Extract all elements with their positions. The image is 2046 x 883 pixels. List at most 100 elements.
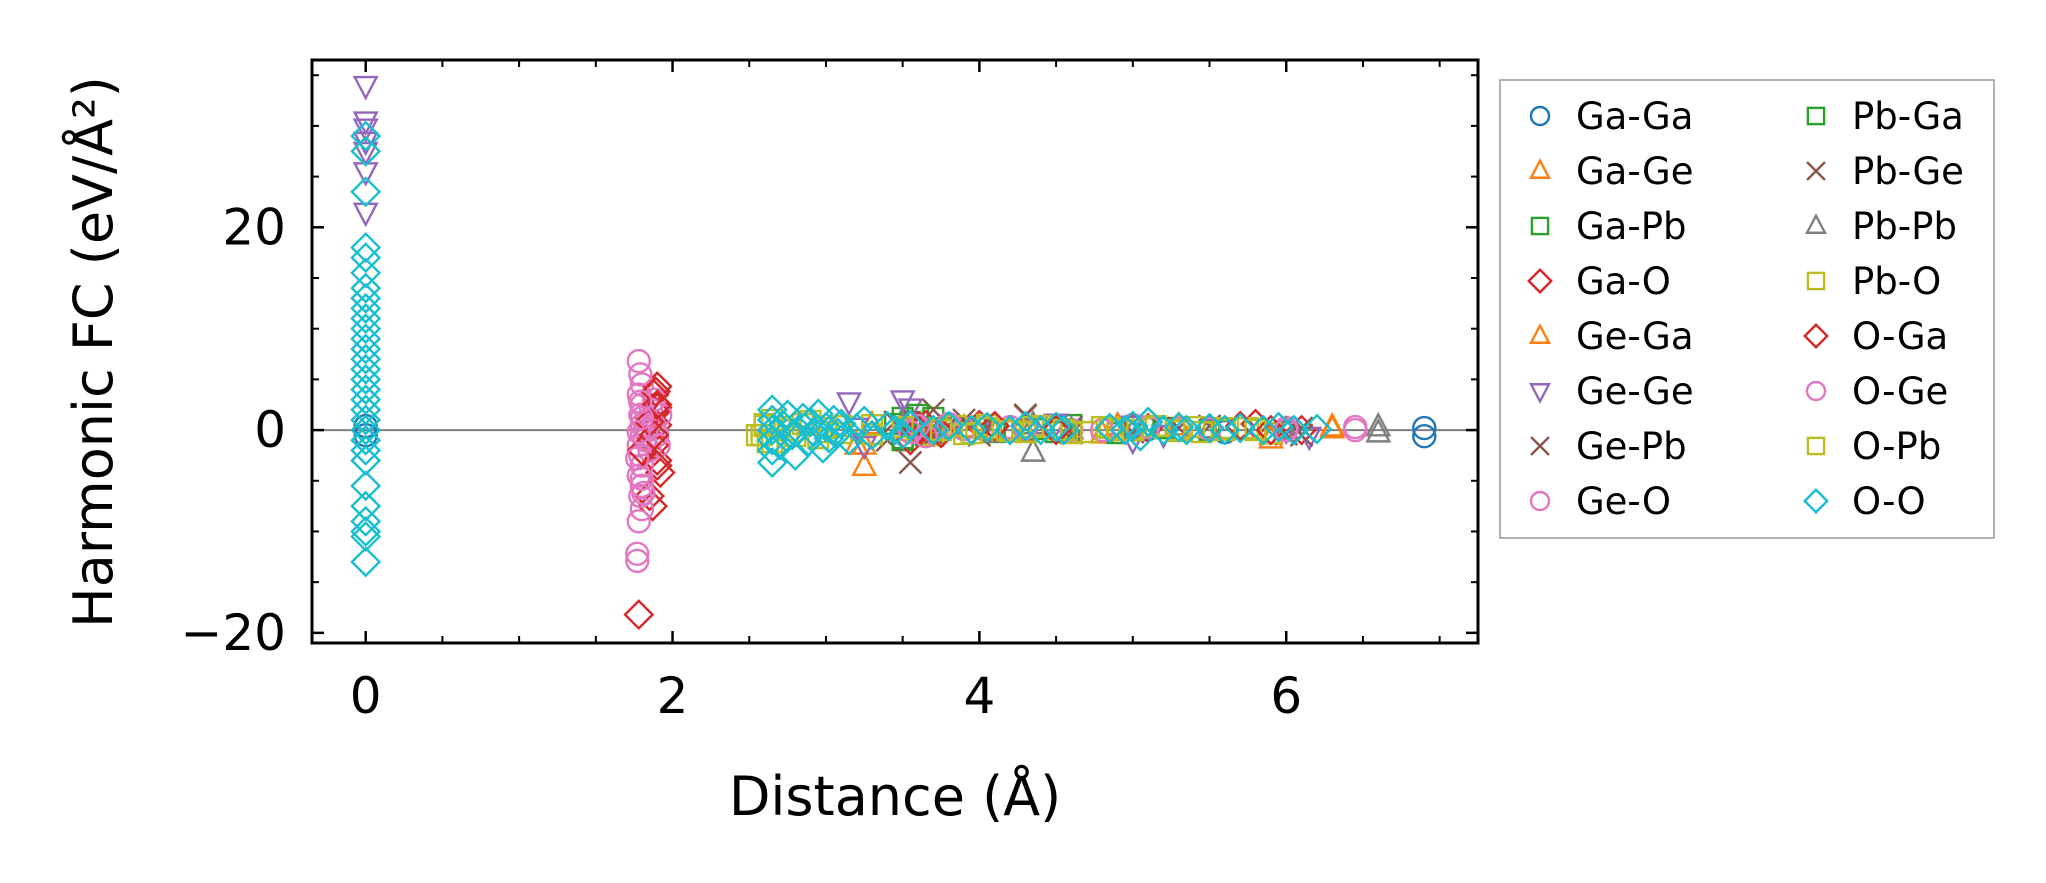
data-point (1343, 417, 1368, 443)
legend-marker (1529, 105, 1551, 127)
data-point (921, 423, 946, 447)
data-point (628, 362, 653, 387)
legend-marker (1806, 271, 1826, 291)
data-point (1365, 417, 1392, 443)
data-point (625, 541, 650, 566)
data-point (1365, 411, 1392, 437)
data-point (623, 599, 655, 631)
legend-frame (1499, 79, 1995, 539)
data-point (1244, 418, 1267, 442)
data-point (350, 343, 382, 375)
data-point (350, 120, 382, 152)
legend-label: O-O (1852, 480, 1926, 523)
data-point (631, 480, 656, 506)
data-point (1020, 437, 1047, 462)
axis-ticks: 0 2 4 6 −20 0 20 (180, 60, 1478, 725)
data-point (350, 242, 382, 274)
data-point (350, 135, 382, 167)
data-point (1255, 414, 1287, 446)
data-point (1025, 414, 1057, 446)
data-point (640, 376, 672, 407)
data-point (626, 348, 651, 374)
data-point (350, 521, 382, 552)
data-point (350, 232, 382, 264)
data-point (350, 445, 382, 476)
data-point (350, 516, 382, 547)
x-tick-label: 2 (657, 667, 689, 725)
data-point (1412, 415, 1437, 441)
data-point (628, 483, 653, 509)
data-point (745, 424, 769, 447)
data-point (350, 272, 382, 304)
data-point (637, 490, 669, 522)
data-point (998, 419, 1022, 443)
y-axis-title: Harmonic FC (eV/Å²) (61, 76, 125, 628)
data-point (350, 374, 382, 405)
data-point (1412, 423, 1437, 449)
data-point (352, 118, 379, 144)
legend-label: Pb-Ga (1852, 95, 1964, 138)
plot-frame (310, 58, 1480, 645)
data-point (1132, 406, 1164, 438)
data-point (629, 372, 655, 397)
data-point (350, 363, 382, 395)
y-tick-label: −20 (180, 604, 286, 662)
data-point (835, 392, 862, 417)
data-point (1163, 411, 1195, 443)
scatter-points (350, 75, 1437, 631)
data-point (1224, 412, 1256, 444)
legend-label: Ga-Pb (1576, 205, 1687, 248)
data-point (350, 404, 382, 436)
data-point (871, 410, 903, 442)
data-point (350, 434, 382, 466)
data-point (897, 398, 924, 423)
legend-label: Ge-Ga (1576, 315, 1694, 358)
legend-marker (1805, 213, 1827, 234)
data-point (798, 416, 830, 448)
x-axis-title: Distance (Å) (729, 764, 1061, 828)
legend-marker (1529, 323, 1551, 344)
legend-marker (1529, 383, 1551, 404)
data-point (764, 429, 796, 461)
data-point (350, 490, 382, 522)
legend-label: Ge-Ge (1576, 370, 1694, 413)
data-point (848, 405, 880, 437)
data-point (352, 111, 379, 137)
data-point (1274, 417, 1299, 443)
data-point (350, 546, 382, 578)
data-point (841, 412, 873, 444)
x-tick-label: 0 (350, 667, 382, 725)
data-point (626, 463, 651, 488)
data-point (638, 419, 670, 451)
data-point (625, 548, 650, 574)
data-point (879, 414, 911, 446)
data-point (1247, 414, 1279, 446)
legend-marker (1806, 161, 1826, 181)
legend-label: Pb-O (1852, 260, 1941, 303)
x-tick-label: 6 (1270, 667, 1302, 725)
data-point (1171, 414, 1202, 446)
data-point (629, 405, 655, 431)
legend-label: Ga-Ga (1576, 95, 1693, 138)
data-point (350, 333, 382, 365)
data-point (350, 282, 382, 314)
data-point (1109, 414, 1141, 446)
data-point (352, 202, 379, 228)
data-point (1278, 414, 1310, 446)
legend-label: O-Pb (1852, 425, 1941, 468)
x-tick-label: 4 (963, 667, 995, 725)
data-point (779, 439, 811, 471)
legend-marker (1527, 268, 1553, 294)
data-point (917, 414, 949, 446)
data-point (851, 451, 878, 477)
data-point (352, 141, 379, 167)
data-point (952, 408, 976, 432)
data-point (646, 433, 671, 458)
legend: Ga-Ga Ga-Ge Ga-Pb Ga-O Ge-Ga Ge-Ge Ge-Pb Ge-O Pb… (1499, 79, 1995, 539)
data-point (629, 496, 655, 522)
data-point (350, 323, 382, 355)
data-point (350, 505, 382, 537)
data-point (894, 409, 926, 441)
data-point (350, 313, 382, 345)
data-point (1040, 411, 1072, 443)
